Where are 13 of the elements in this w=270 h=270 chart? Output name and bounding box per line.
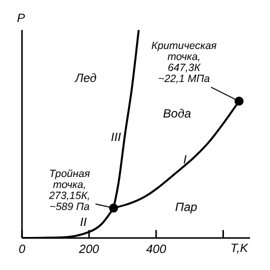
annotation: Пар <box>175 200 198 214</box>
x-tick-label: 400 <box>146 242 166 256</box>
x-tick-label: 200 <box>78 242 100 256</box>
annotation: Лед <box>74 71 97 85</box>
series-label: III <box>110 130 122 144</box>
annotation: Вода <box>163 106 192 120</box>
series-label: I <box>183 152 188 167</box>
annotation: Тройная точка, 273,15К, ~589 Па <box>48 168 90 214</box>
annotation: Критическая точка, 647,3К ~22,1 МПа <box>151 40 218 86</box>
x-tick-label: 0 <box>18 242 26 256</box>
y-axis-title: P <box>16 11 26 25</box>
series-label: II <box>80 214 88 229</box>
x-axis-title: T,K <box>230 241 249 255</box>
